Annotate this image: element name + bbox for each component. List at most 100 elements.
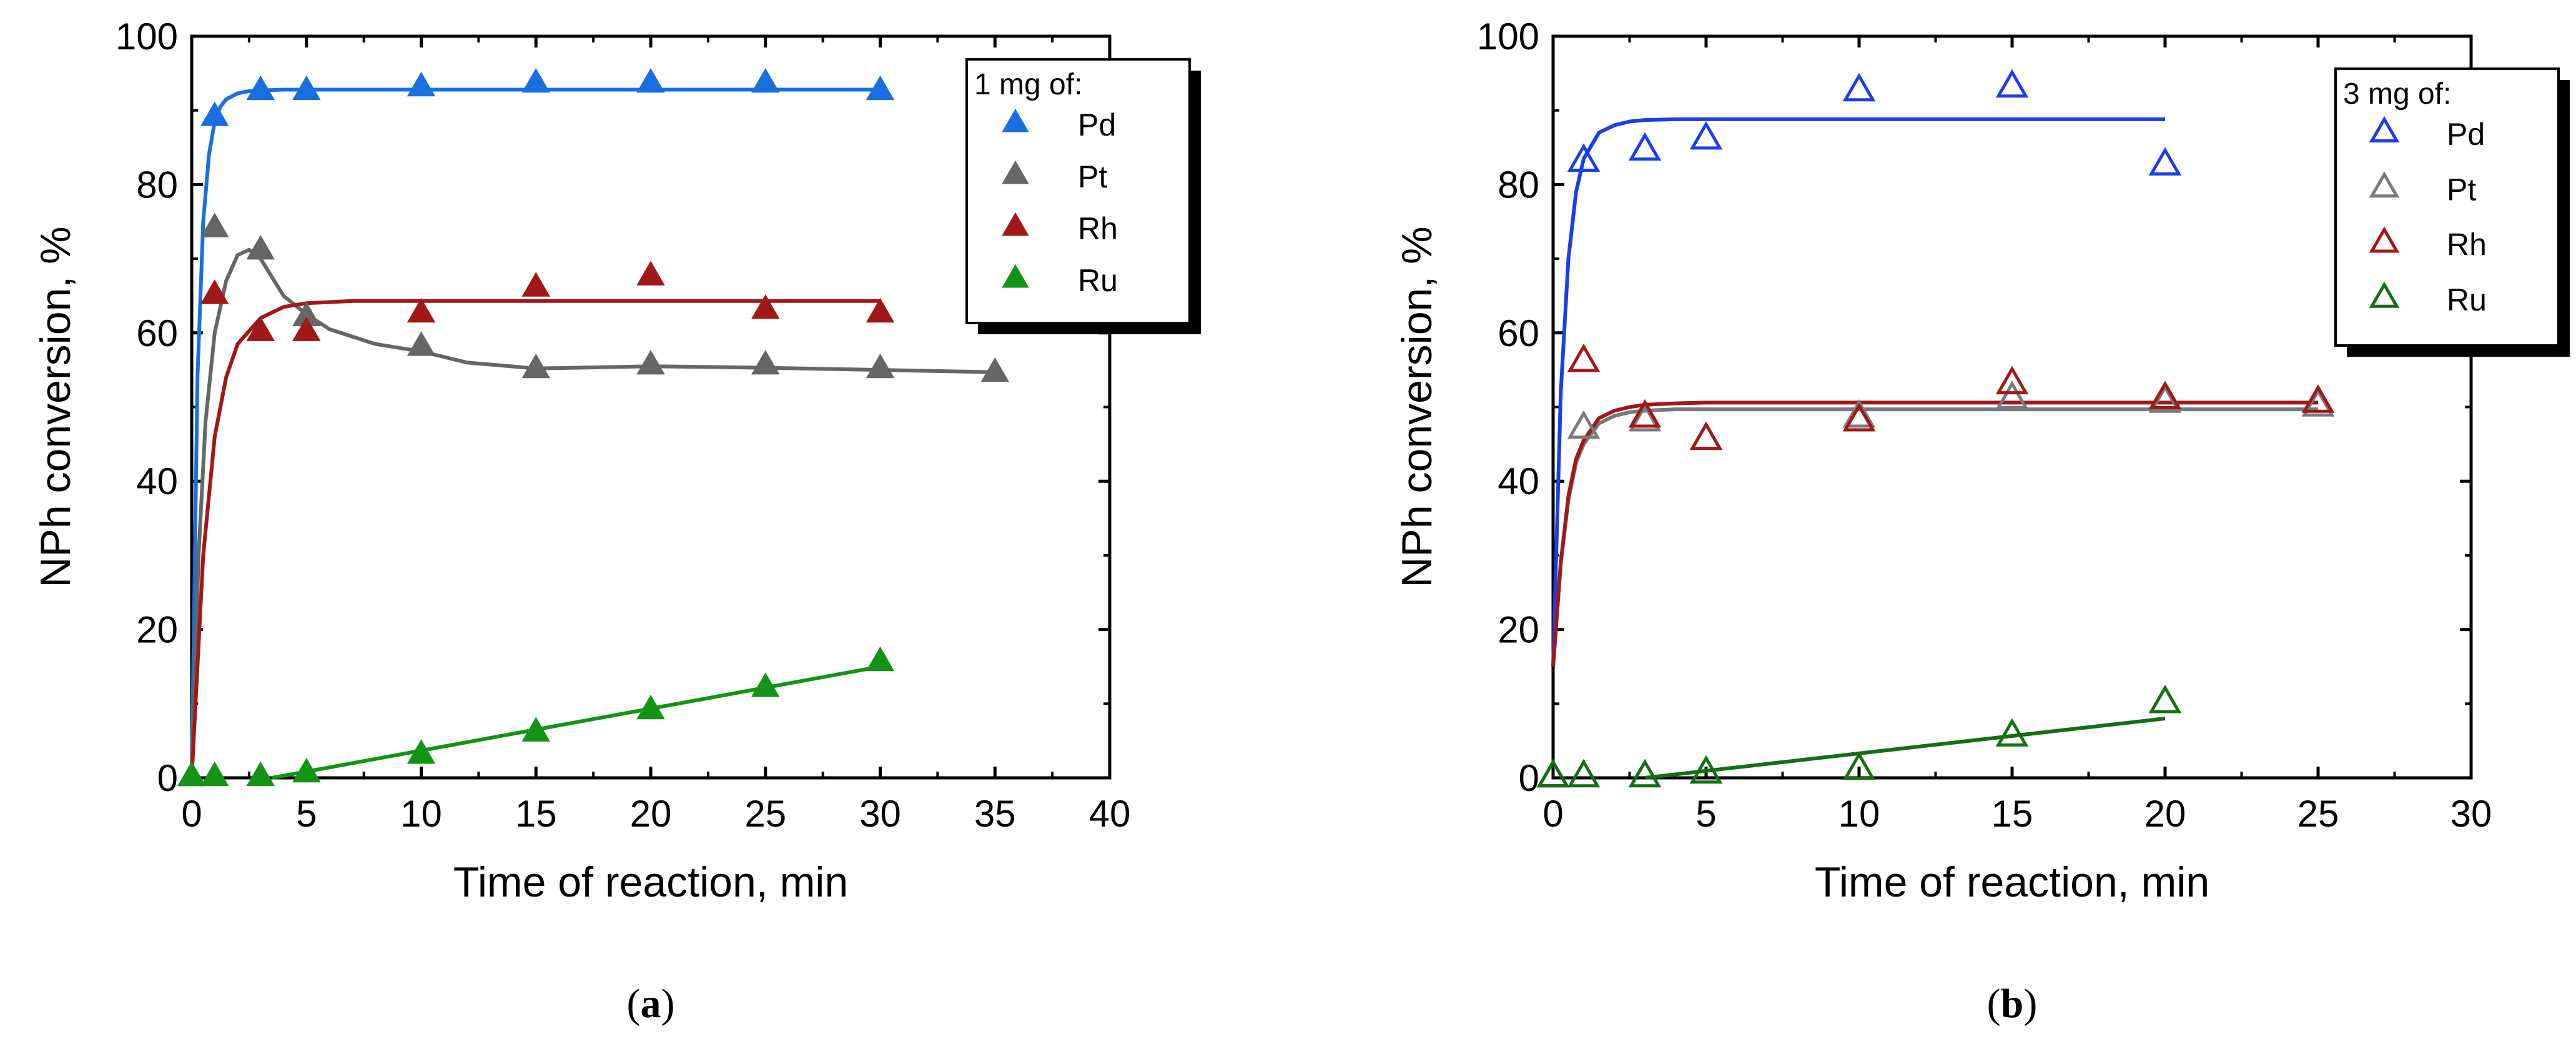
chart1-ytick-label: 80 [1498, 164, 1539, 206]
chart0-caption-close: ) [661, 981, 675, 1027]
chart1-point-pt [2148, 384, 2182, 413]
chart0-point-pt [521, 353, 550, 379]
chart1-xtick-label: 10 [1838, 793, 1880, 835]
chart0-ytick-label: 0 [157, 757, 178, 799]
chart1-point-pd [1628, 132, 1662, 161]
chart0-point-pt [751, 349, 780, 375]
chart0-point-rh [292, 316, 321, 341]
chart1-legend-label-pd: Pd [2447, 117, 2485, 152]
chart0-xtick-label: 10 [400, 793, 442, 835]
chart1-fit-line-pd [1551, 117, 2165, 667]
chart0-point-pt [200, 212, 229, 237]
chart0-point-pt [636, 349, 665, 375]
chart0-legend-title: 1 mg of: [974, 68, 1082, 101]
chart1-caption-close: ) [2023, 981, 2037, 1027]
chart1-ytick-label: 100 [1477, 16, 1539, 57]
chart0-fit-line-rh [190, 299, 881, 778]
chart0-point-pd [246, 75, 275, 101]
chart0-point-rh [751, 294, 780, 319]
chart0-legend-label-pt: Pt [1078, 159, 1107, 194]
chart1-panel-caption: (b) [1987, 981, 2038, 1027]
chart0-y-axis-title: NPh conversion, % [32, 226, 79, 587]
chart1-point-rh [1842, 402, 1876, 432]
chart1-x-axis-title: Time of reaction, min [1815, 858, 2209, 906]
chart0-xtick-label: 30 [859, 793, 901, 835]
chart0-point-pd [292, 75, 321, 101]
chart1-legend-label-rh: Rh [2447, 227, 2487, 262]
chart0-point-rh [866, 297, 895, 323]
chart1-point-pd [1567, 143, 1601, 172]
chart0-point-ru [292, 757, 321, 783]
chart0-point-rh [246, 316, 275, 341]
chart0-point-ru [521, 717, 550, 742]
chart1-xtick-label: 15 [1991, 793, 2033, 835]
chart0-point-ru [177, 761, 206, 787]
chart0-fit-line-pd [190, 87, 881, 778]
chart0-point-ru [200, 761, 229, 787]
chart0-point-pt [246, 234, 275, 260]
chart0-point-rh [407, 297, 436, 323]
chart1-legend-marker-rh [2369, 226, 2400, 253]
chart1-point-pt [1842, 399, 1876, 428]
chart1-legend-marker-ru [2369, 281, 2400, 308]
chart0-legend-box [965, 58, 1191, 324]
chart1-legend-box [2334, 67, 2560, 347]
chart1-point-ru [1995, 718, 2029, 747]
chart1-point-ru [1536, 758, 1570, 788]
chart0-ytick-label: 100 [116, 16, 178, 57]
chart0-point-ru [866, 646, 895, 672]
chart1-caption-open: ( [1987, 981, 2001, 1027]
chart0-point-ru [407, 739, 436, 764]
chart1-legend-label-pt: Pt [2447, 172, 2476, 207]
chart1-fit-line-ru [1644, 717, 2166, 780]
chart0-xtick-label: 15 [515, 793, 557, 835]
chart1-xtick-label: 0 [1542, 793, 1563, 835]
chart1-point-ru [1567, 758, 1601, 788]
chart1-point-ru [1842, 751, 1876, 780]
chart1-point-pd [2148, 147, 2182, 176]
chart1-point-pd [1689, 121, 1723, 150]
chart1-ytick-label: 60 [1498, 312, 1539, 354]
chart0-point-pd [407, 71, 436, 97]
chart1-point-pd [1842, 72, 1876, 102]
chart0-xtick-label: 5 [296, 793, 317, 835]
chart1-point-pt [1567, 410, 1601, 439]
chart0-point-pt [866, 353, 895, 379]
chart0-point-pt [407, 331, 436, 356]
chart0-xtick-label: 40 [1089, 793, 1131, 835]
panel-b: 0 5 10 15 20 25 30 0 20 40 60 80 100 Time of reaction… [1393, 16, 2570, 1027]
chart0-point-pt [980, 357, 1009, 382]
chart1-point-ru [1689, 755, 1723, 784]
chart1-ytick-label: 20 [1498, 609, 1539, 651]
chart0-point-pd [866, 75, 895, 101]
chart1-legend-label-ru: Ru [2447, 282, 2487, 317]
chart1-caption-letter: b [2001, 981, 2024, 1027]
chart0-point-rh [521, 272, 550, 297]
chart0-point-pd [751, 67, 780, 93]
chart1-point-rh [1995, 365, 2029, 395]
chart0-point-rh [200, 279, 229, 304]
chart0-legend-marker-rh [1002, 212, 1029, 236]
chart0-xtick-label: 35 [974, 793, 1016, 835]
chart0-xtick-label: 20 [630, 793, 672, 835]
chart1-xtick-label: 5 [1695, 793, 1716, 835]
chart0-xtick-label: 25 [744, 793, 786, 835]
chart0-legend-label-ru: Ru [1078, 263, 1118, 298]
chart1-point-rh [2301, 384, 2335, 413]
chart0-legend-marker-pt [1002, 160, 1029, 184]
chart0-ytick-label: 60 [136, 312, 178, 354]
chart1-point-rh [2148, 380, 2182, 409]
chart1-legend-marker-pd [2369, 116, 2400, 143]
chart1-point-pd [1995, 69, 2029, 98]
chart1-fit-line-pt [1551, 407, 2318, 667]
chart1-point-pt [2301, 388, 2335, 417]
chart0-ytick-label: 40 [136, 460, 178, 502]
panel-a: 0 5 10 15 20 25 30 35 40 0 20 40 60 80 100 Time of reac… [32, 16, 1201, 1027]
chart0-legend-marker-ru [1002, 264, 1029, 288]
chart1-xtick-label: 30 [2450, 793, 2492, 835]
chart0-point-pd [636, 67, 665, 93]
chart1-legend-marker-pt [2369, 171, 2400, 198]
chart0-caption-open: ( [627, 981, 641, 1027]
chart1-point-rh [1567, 343, 1601, 372]
